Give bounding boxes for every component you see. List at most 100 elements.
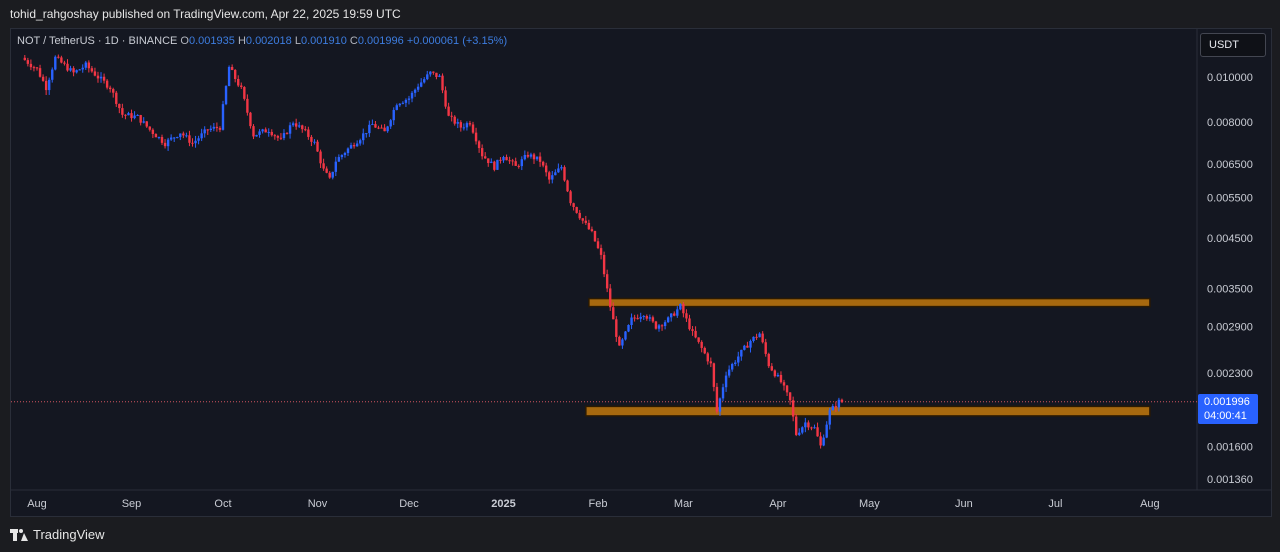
candle-body	[807, 422, 810, 428]
ohlc-legend: NOT / TetherUS · 1D · BINANCE O0.001935 …	[17, 35, 507, 47]
candle-body	[105, 80, 109, 88]
candle-body	[349, 145, 353, 149]
candle-body	[35, 67, 39, 69]
price-zone	[588, 297, 1151, 308]
candle-body	[328, 172, 331, 178]
price-chart[interactable]: 0.010000 0.008000 0.006500 0.005500 0.004500…	[11, 29, 1272, 517]
candle-body	[740, 349, 743, 357]
candle-body	[307, 129, 310, 137]
candle-body	[450, 115, 453, 117]
candle-body	[578, 212, 581, 219]
candle-body	[368, 124, 371, 134]
candle-body	[118, 103, 121, 109]
last-price: 0.001996	[1204, 396, 1250, 408]
candle-body	[730, 363, 734, 370]
candle-body	[410, 92, 414, 99]
candle-body	[630, 317, 633, 325]
candle-body	[718, 398, 722, 412]
candle-body	[444, 90, 447, 107]
candle-body	[267, 131, 270, 133]
candle-body	[666, 317, 670, 323]
y-tick-label: 0.004500	[1207, 233, 1253, 245]
x-tick-label: Mar	[674, 498, 693, 510]
candle-body	[426, 74, 429, 80]
currency-button[interactable]: USDT	[1200, 33, 1266, 57]
candle-body	[785, 385, 789, 393]
candle-body	[776, 374, 780, 377]
candle-body	[791, 400, 795, 417]
candle-body	[252, 126, 255, 137]
candle-body	[749, 341, 752, 348]
candle-body	[779, 374, 783, 383]
candle-body	[788, 392, 792, 401]
candle-body	[38, 68, 42, 77]
candle-body	[276, 135, 280, 138]
candle-body	[395, 105, 398, 110]
candle-body	[615, 319, 618, 337]
candle-body	[273, 135, 277, 137]
candle-body	[383, 127, 386, 132]
candle-body	[291, 123, 295, 126]
candle-body	[468, 123, 472, 125]
candle-body	[746, 345, 749, 348]
candle-body	[282, 133, 286, 139]
candle-body	[465, 123, 469, 128]
candle-body	[255, 134, 258, 137]
y-tick-label: 0.010000	[1207, 72, 1253, 84]
candle-body	[237, 78, 240, 86]
bar-countdown: 04:00:41	[1204, 410, 1247, 422]
low-value: 0.001910	[300, 35, 347, 47]
candle-body	[72, 68, 75, 73]
close-value: 0.001996	[357, 35, 404, 47]
candle-body	[727, 369, 731, 376]
candle-body	[179, 133, 182, 138]
candle-body	[148, 126, 152, 130]
candle-body	[834, 406, 838, 408]
symbol-label[interactable]: NOT / TetherUS · 1D · BINANCE	[17, 35, 178, 47]
candle-body	[215, 126, 219, 129]
candle-body	[575, 207, 578, 213]
candle-body	[669, 313, 673, 318]
candle-body	[423, 79, 426, 83]
candle-body	[191, 142, 194, 144]
candle-body	[343, 152, 347, 156]
candle-body	[188, 135, 191, 143]
candle-body	[734, 362, 737, 364]
candle-body	[499, 159, 502, 161]
candle-body	[822, 437, 825, 446]
candle-body	[541, 161, 545, 166]
publish-info: tohid_rahgoshay published on TradingView…	[10, 7, 401, 21]
candle-body	[419, 82, 423, 87]
candle-body	[712, 363, 716, 387]
candle-body	[44, 80, 48, 91]
candle-body	[124, 114, 127, 116]
candle-body	[474, 132, 478, 142]
candle-body	[459, 122, 463, 128]
candle-body	[627, 324, 630, 332]
candle-body	[480, 148, 484, 157]
candle-body	[596, 241, 600, 249]
candle-body	[804, 422, 807, 428]
y-tick-label: 0.008000	[1207, 117, 1253, 129]
candle-body	[108, 87, 112, 90]
chart-area[interactable]: 0.010000 0.008000 0.006500 0.005500 0.004500…	[10, 28, 1272, 517]
candle-body	[441, 75, 444, 91]
candle-body	[90, 68, 94, 72]
candle-body	[673, 313, 676, 316]
x-tick-label: Sep	[122, 498, 142, 510]
candle-body	[365, 133, 368, 135]
candle-body	[401, 102, 405, 104]
candle-body	[404, 99, 408, 103]
candle-body	[145, 121, 148, 127]
candle-body	[115, 92, 118, 104]
candle-body	[602, 254, 606, 275]
candle-body	[651, 317, 655, 322]
tradingview-logo[interactable]: TradingView	[10, 527, 105, 542]
candle-body	[249, 112, 252, 127]
candle-body	[264, 129, 267, 133]
footer: TradingView	[0, 517, 1280, 552]
candle-body	[590, 229, 594, 232]
candle-body	[612, 307, 615, 320]
candle-body	[182, 133, 185, 136]
candle-body	[569, 191, 572, 204]
